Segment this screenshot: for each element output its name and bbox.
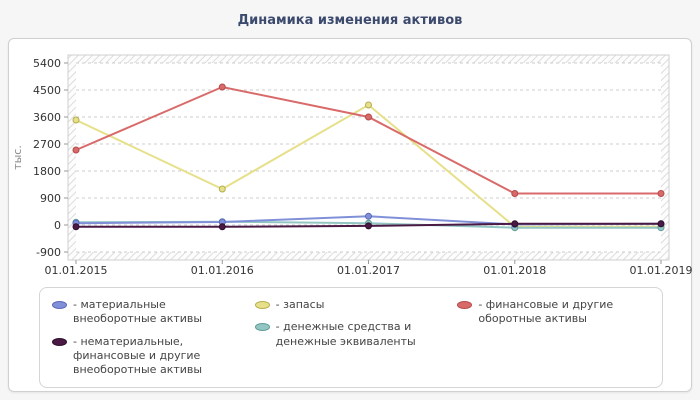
data-point bbox=[72, 146, 80, 154]
data-point bbox=[365, 113, 372, 121]
y-tick-label: 0 bbox=[54, 219, 61, 232]
data-point bbox=[657, 190, 665, 197]
y-tick-label: 4500 bbox=[33, 84, 61, 97]
data-point bbox=[218, 223, 226, 231]
legend-label: - запасы bbox=[275, 298, 325, 311]
legend-label: - материальные внеоборотные активы bbox=[73, 298, 203, 326]
data-point bbox=[365, 222, 372, 230]
data-point bbox=[218, 185, 226, 193]
legend-item: - финансовые и другие оборотные активы bbox=[457, 298, 650, 327]
data-point bbox=[511, 190, 519, 197]
legend-column: - запасы - денежные средства и денежные э… bbox=[254, 298, 448, 377]
y-tick-label: 1800 bbox=[33, 165, 61, 178]
legend-marker bbox=[457, 301, 473, 309]
line-chart: 5400 4500 3600 2700 1800 900 0 -900 01.01.2015 01… bbox=[11, 54, 693, 277]
legend-item: - денежные средства и денежные эквивален… bbox=[254, 320, 448, 349]
y-tick-label: 3600 bbox=[33, 111, 61, 124]
x-tick-label: 01.01.2019 bbox=[630, 264, 693, 277]
legend-label: - нематериальные, финансовые и другие вн… bbox=[73, 334, 203, 377]
x-tick-label: 01.01.2015 bbox=[45, 264, 108, 277]
x-tick-label: 01.01.2017 bbox=[337, 264, 400, 277]
y-axis-label: тыс. bbox=[11, 145, 24, 170]
data-point bbox=[72, 116, 80, 124]
legend-label: - финансовые и другие оборотные активы bbox=[478, 298, 614, 326]
legend-marker bbox=[254, 323, 270, 332]
data-point bbox=[511, 220, 519, 228]
y-tick-label: 5400 bbox=[33, 57, 61, 70]
y-tick-label: -900 bbox=[36, 246, 61, 259]
x-tick-label: 01.01.2016 bbox=[191, 264, 254, 277]
legend-marker bbox=[254, 301, 270, 309]
data-point bbox=[218, 83, 226, 91]
legend-item: - нематериальные, финансовые и другие вн… bbox=[52, 335, 245, 378]
data-point bbox=[72, 223, 80, 231]
legend-label: - денежные средства и денежные эквивален… bbox=[275, 320, 416, 348]
x-tick-label: 01.01.2018 bbox=[483, 264, 546, 277]
legend-column: - материальные внеоборотные активы - нема… bbox=[52, 298, 245, 377]
data-point bbox=[657, 220, 665, 228]
chart-card: 5400 4500 3600 2700 1800 900 0 -900 01.01.2015 01… bbox=[8, 38, 692, 392]
data-point bbox=[365, 101, 372, 109]
chart-title: Динамика изменения активов bbox=[237, 13, 463, 28]
legend-item: - запасы bbox=[254, 298, 448, 312]
legend: - материальные внеоборотные активы - нема… bbox=[39, 287, 663, 389]
y-tick-label: 2700 bbox=[33, 138, 61, 151]
legend-column: - финансовые и другие оборотные активы bbox=[457, 298, 650, 377]
legend-marker bbox=[52, 337, 67, 346]
data-point bbox=[365, 212, 372, 220]
legend-item: - материальные внеоборотные активы bbox=[52, 298, 245, 327]
legend-marker bbox=[52, 301, 67, 309]
y-tick-label: 900 bbox=[40, 192, 61, 205]
